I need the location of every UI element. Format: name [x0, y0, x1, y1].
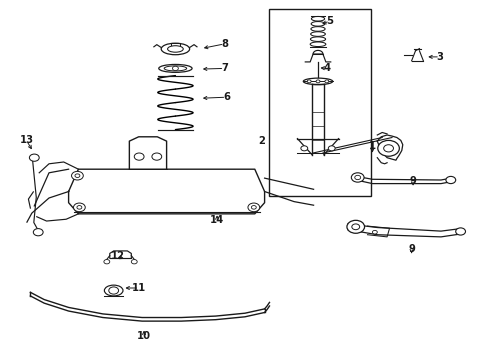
Circle shape — [172, 66, 178, 71]
Circle shape — [307, 80, 311, 83]
Text: 9: 9 — [410, 176, 416, 186]
Text: 2: 2 — [258, 136, 265, 146]
Text: 6: 6 — [223, 92, 230, 102]
Text: 4: 4 — [324, 63, 331, 73]
Circle shape — [301, 146, 308, 151]
Ellipse shape — [161, 43, 190, 55]
Text: 14: 14 — [210, 215, 224, 225]
Circle shape — [352, 224, 360, 230]
Text: 8: 8 — [221, 39, 228, 49]
Ellipse shape — [159, 64, 192, 72]
Circle shape — [378, 140, 399, 156]
Circle shape — [355, 175, 361, 180]
Text: 9: 9 — [408, 244, 415, 254]
Circle shape — [328, 146, 335, 151]
Circle shape — [446, 176, 456, 184]
Text: 12: 12 — [111, 251, 124, 261]
Circle shape — [134, 153, 144, 160]
Text: 3: 3 — [437, 52, 443, 62]
Text: 11: 11 — [132, 283, 147, 293]
Text: 5: 5 — [326, 16, 333, 26]
Circle shape — [75, 174, 80, 177]
Text: 10: 10 — [137, 330, 151, 341]
Circle shape — [384, 145, 393, 152]
Bar — [269, 9, 371, 196]
Text: 1: 1 — [369, 141, 376, 151]
Circle shape — [251, 206, 256, 209]
Circle shape — [351, 173, 364, 182]
Ellipse shape — [104, 285, 123, 296]
Text: 7: 7 — [221, 63, 228, 73]
Circle shape — [325, 80, 329, 83]
Text: 13: 13 — [20, 135, 33, 145]
Circle shape — [248, 203, 260, 212]
Circle shape — [72, 171, 83, 180]
Circle shape — [131, 260, 137, 264]
Circle shape — [109, 287, 119, 294]
Ellipse shape — [168, 46, 183, 52]
Circle shape — [152, 153, 162, 160]
Circle shape — [347, 220, 365, 233]
Ellipse shape — [164, 66, 187, 71]
Ellipse shape — [303, 78, 333, 85]
Circle shape — [29, 154, 39, 161]
Circle shape — [33, 229, 43, 236]
Circle shape — [104, 260, 110, 264]
Circle shape — [77, 206, 82, 209]
Circle shape — [74, 203, 85, 212]
Circle shape — [456, 228, 466, 235]
Circle shape — [372, 230, 377, 234]
Circle shape — [316, 80, 320, 83]
